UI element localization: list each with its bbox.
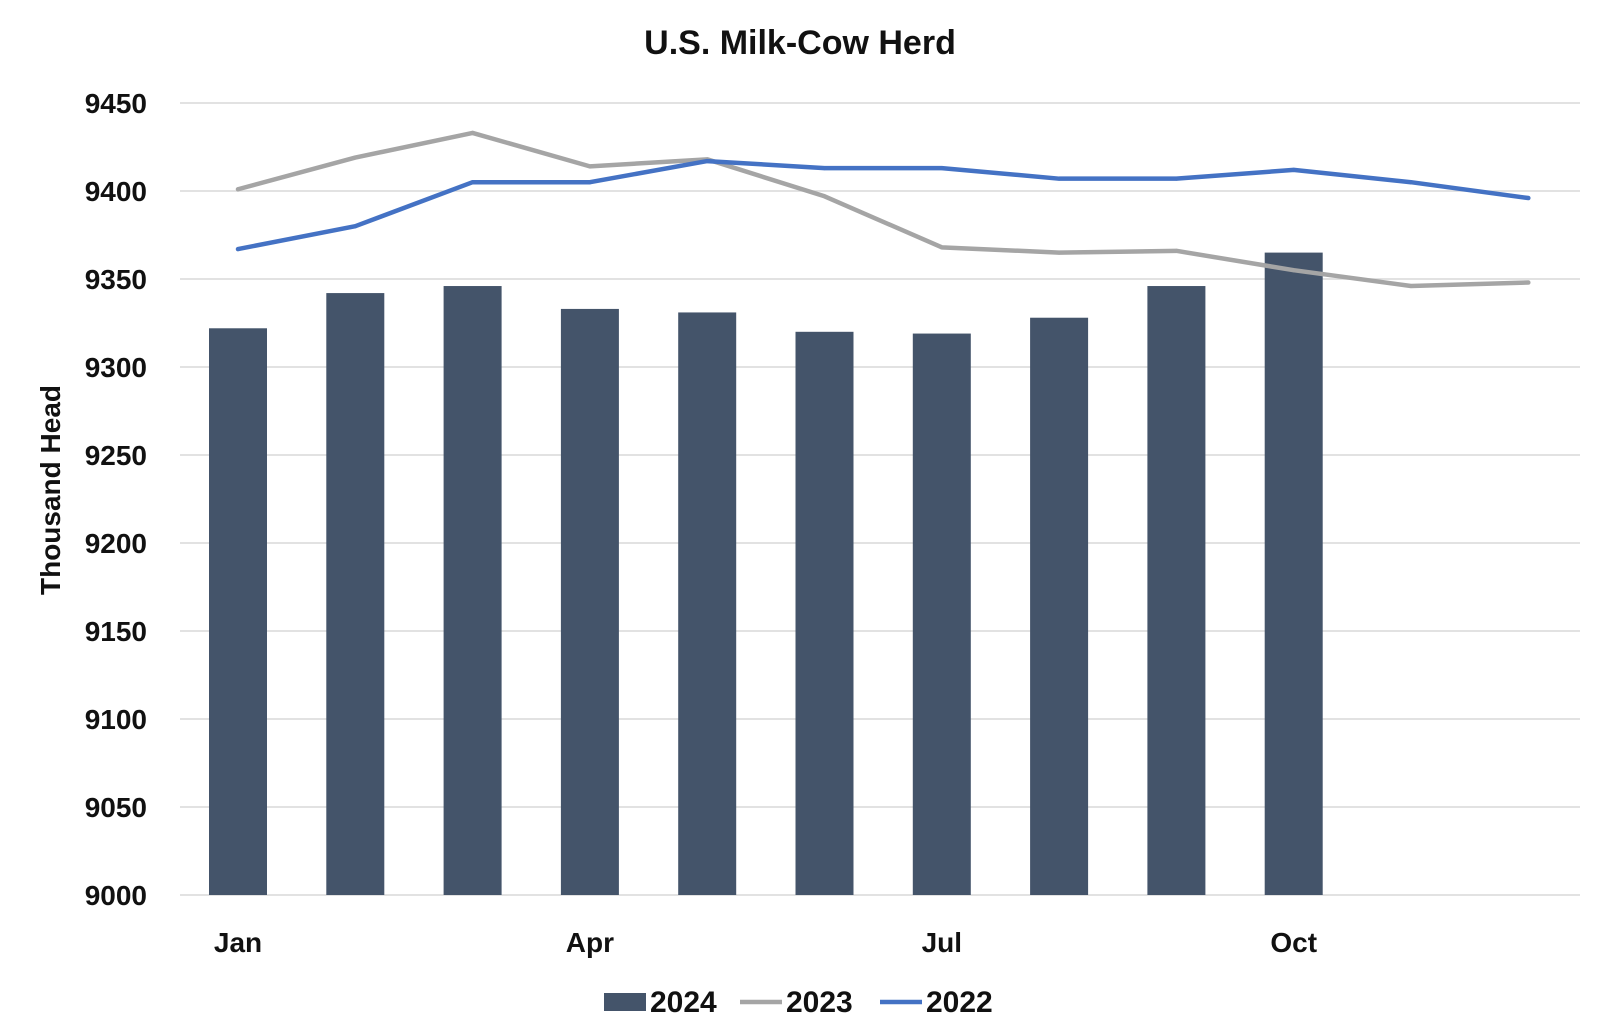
- y-tick-label: 9150: [85, 616, 147, 647]
- y-axis-ticks: 9000 9050 9100 9150 9200 9250 9300 9350 9400 9450: [85, 88, 147, 911]
- legend: 2024 2023 2022: [604, 986, 993, 1013]
- y-tick-label: 9100: [85, 704, 147, 735]
- chart-title: U.S. Milk-Cow Herd: [644, 24, 956, 62]
- point-2022-Jan: [236, 247, 240, 252]
- point-2023-Sep: [1174, 248, 1179, 253]
- point-2022-Nov: [1409, 180, 1413, 185]
- point-2022-Sep: [1174, 176, 1179, 181]
- point-2022-Jun: [822, 166, 827, 171]
- y-tick-label: 9400: [85, 176, 147, 207]
- point-2022-Apr: [587, 180, 592, 185]
- point-2023-Jul: [939, 245, 944, 250]
- bar-2024-Mar: [443, 286, 502, 895]
- point-2023-Nov: [1409, 284, 1413, 289]
- y-tick-label: 9450: [85, 88, 147, 119]
- point-2023-Oct: [1291, 268, 1296, 273]
- y-tick-label: 9050: [85, 792, 147, 823]
- point-2022-Oct: [1291, 167, 1296, 172]
- bar-2024-Oct: [1264, 252, 1323, 896]
- line-2022: [235, 158, 1531, 252]
- y-tick-label: 9250: [85, 440, 147, 471]
- point-2023-Mar: [470, 130, 475, 135]
- bar-2024-Jan: [209, 328, 267, 895]
- point-2023-Dec: [1526, 280, 1531, 285]
- y-tick-label: 9350: [85, 264, 147, 295]
- bar-2024-Aug: [1030, 317, 1089, 896]
- line-2023: [235, 130, 1531, 289]
- point-2022-Mar: [470, 180, 475, 185]
- point-2023-Apr: [587, 164, 592, 169]
- legend-label-2023: 2023: [786, 986, 853, 1013]
- gridlines: [180, 102, 1580, 896]
- point-2023-Jun: [822, 194, 827, 199]
- legend-label-2022: 2022: [926, 986, 993, 1013]
- bar-2024-Apr: [560, 308, 619, 895]
- point-2022-Dec: [1526, 196, 1531, 201]
- point-2022-May: [705, 159, 710, 164]
- point-2022-Jul: [939, 166, 944, 171]
- point-2023-Feb: [353, 155, 358, 160]
- point-2023-Aug: [1057, 250, 1062, 255]
- point-2022-Feb: [353, 224, 358, 229]
- x-tick-label: Jul: [922, 927, 962, 958]
- x-axis-ticks: Jan Apr Jul Oct: [214, 927, 1317, 958]
- bar-2024-Jul: [912, 333, 971, 895]
- y-tick-label: 9000: [85, 880, 147, 911]
- legend-swatch-2024: [604, 993, 646, 1011]
- bar-2024-Sep: [1147, 286, 1206, 895]
- point-2023-Jan: [236, 187, 240, 192]
- y-axis-label: Thousand Head: [35, 385, 66, 595]
- bar-series: [209, 252, 1323, 896]
- point-2022-Aug: [1057, 176, 1062, 181]
- bar-2024-Feb: [326, 293, 385, 896]
- bar-2024-May: [678, 312, 737, 895]
- line-series: [235, 130, 1531, 289]
- legend-label-2024: 2024: [650, 986, 717, 1013]
- y-tick-label: 9200: [85, 528, 147, 559]
- bar-2024-Jun: [795, 331, 854, 895]
- x-tick-label: Apr: [566, 927, 614, 958]
- x-tick-label: Jan: [214, 927, 262, 958]
- x-tick-label: Oct: [1270, 927, 1317, 958]
- y-tick-label: 9300: [85, 352, 147, 383]
